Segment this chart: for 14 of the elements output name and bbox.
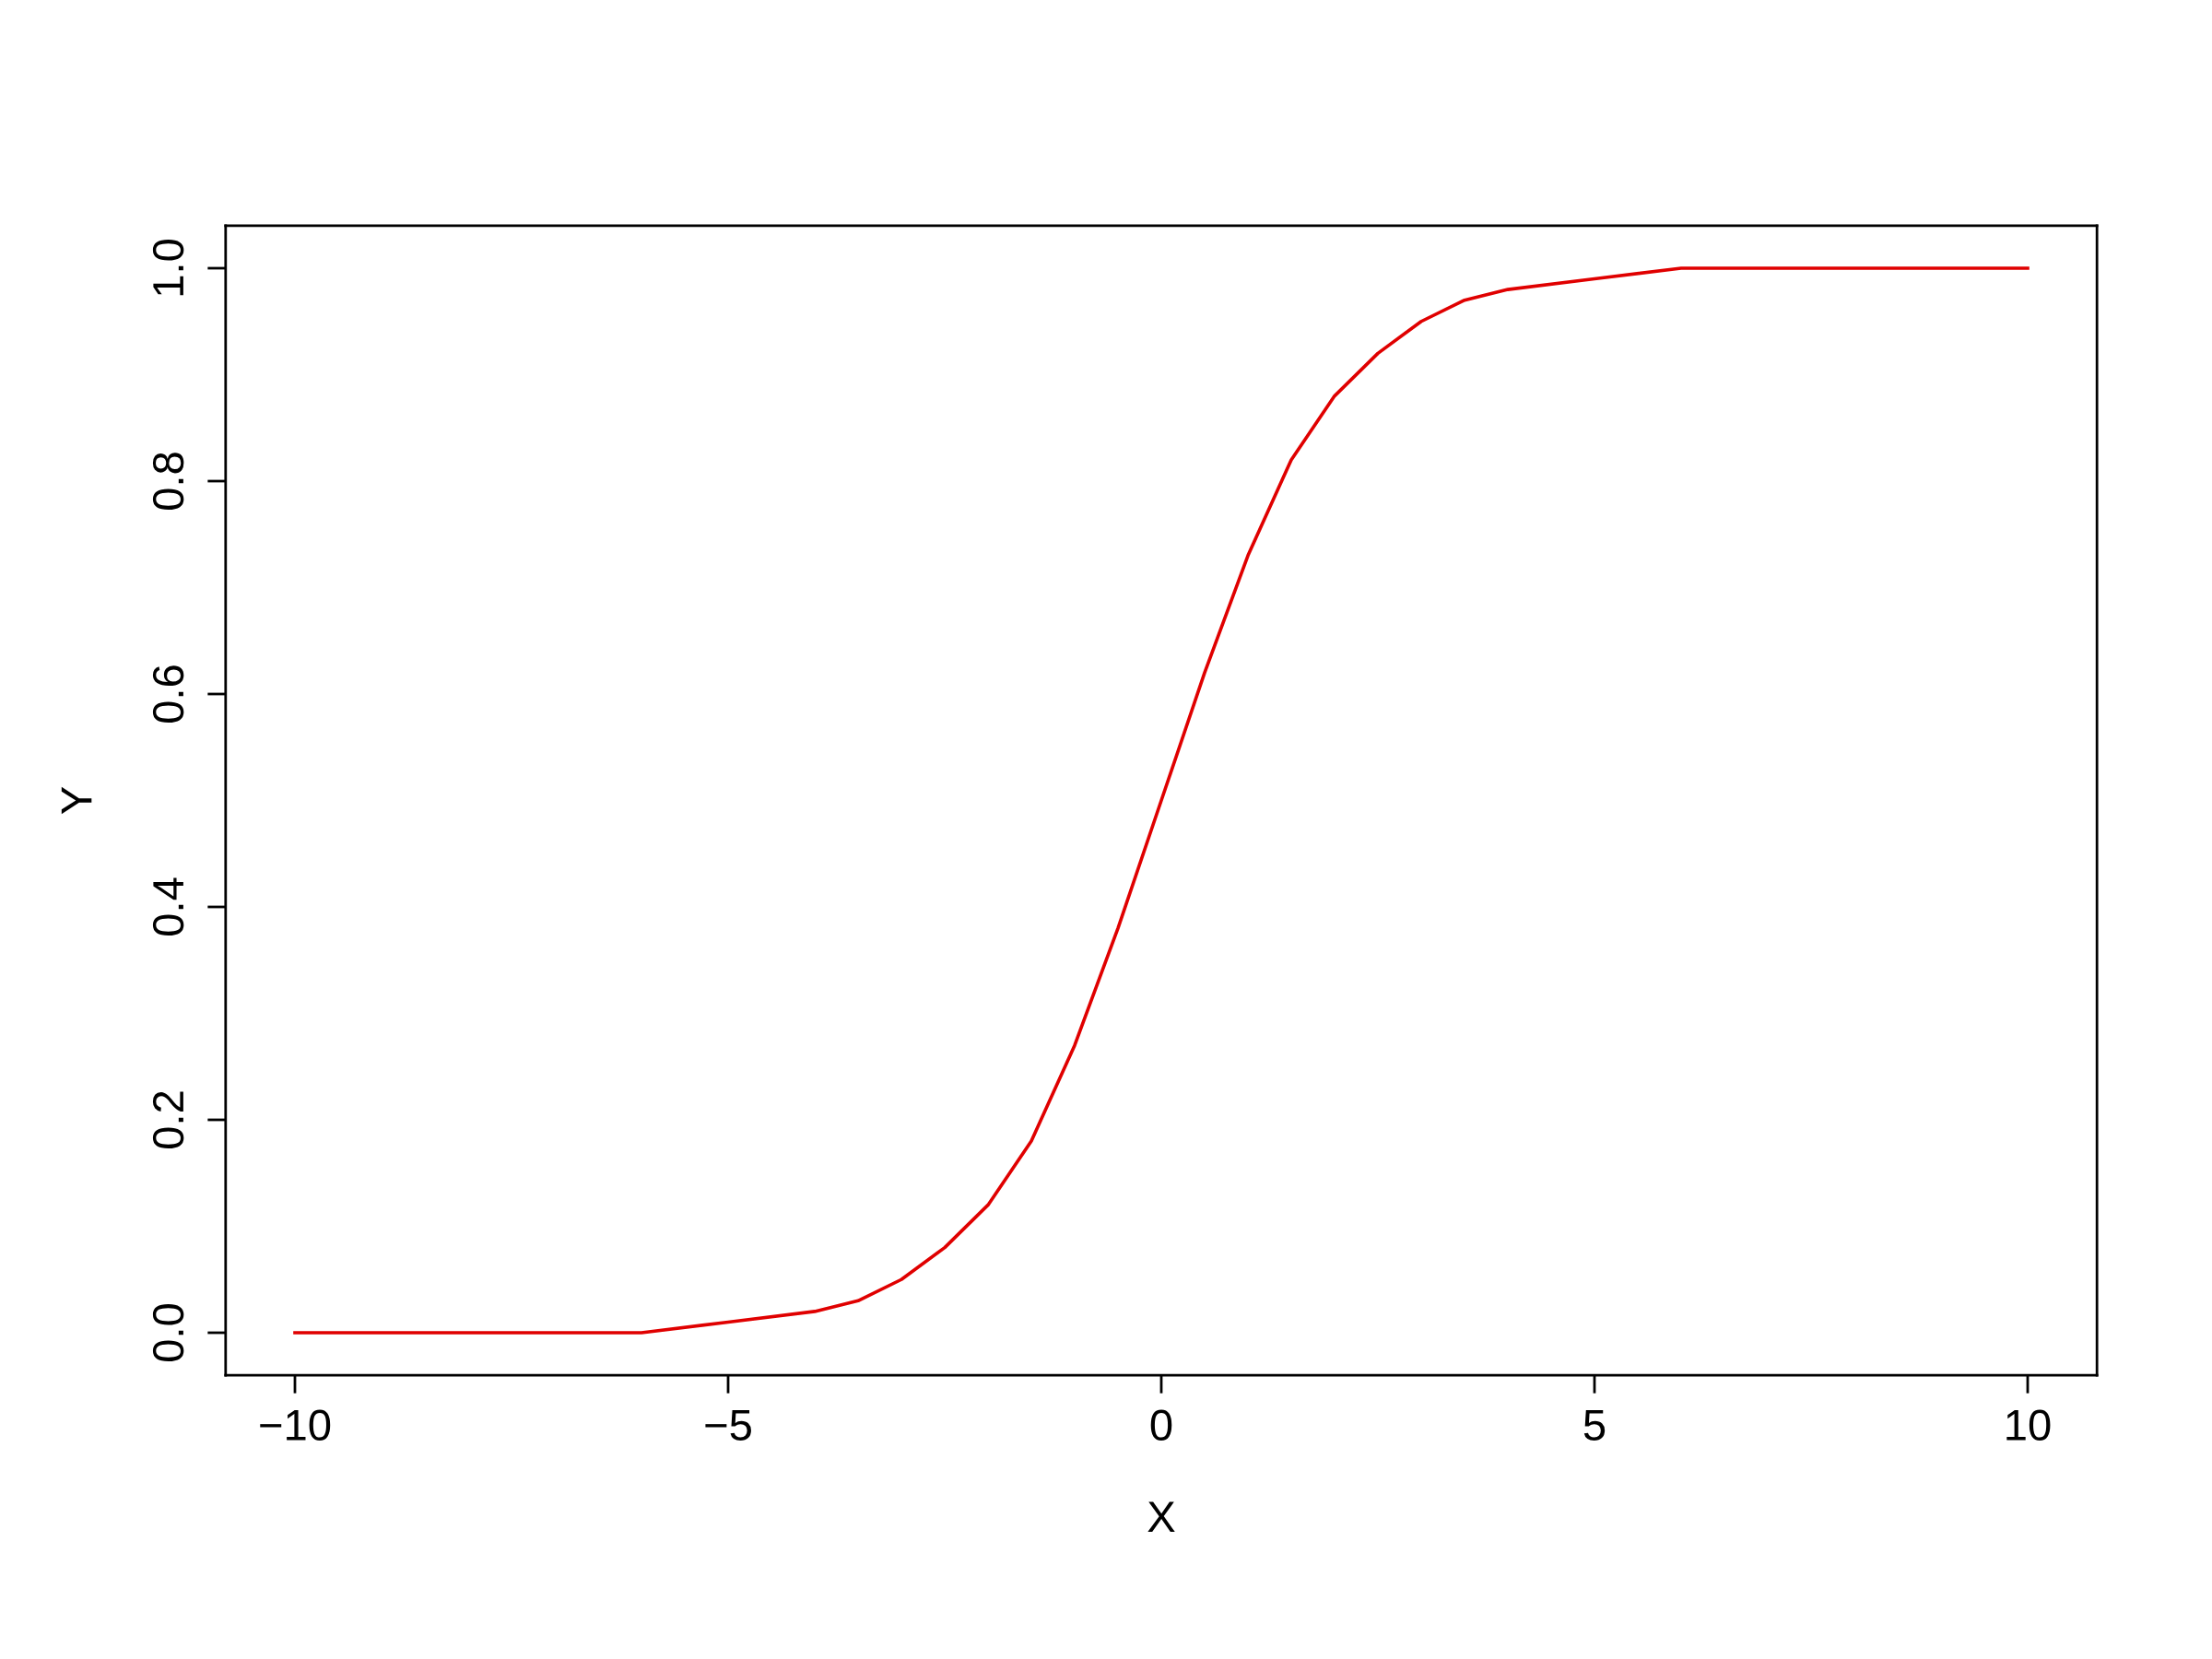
y-axis-title: Y — [61, 786, 92, 815]
y-tick-label: 0.4 — [152, 877, 184, 935]
y-tick-label: 0.8 — [152, 453, 184, 510]
x-axis-title: X — [1147, 1501, 1175, 1533]
y-tick-label: 0.6 — [152, 665, 184, 723]
line-series — [293, 266, 2030, 1335]
x-tick-label: 10 — [2006, 1409, 2051, 1441]
x-tick-label: −5 — [705, 1410, 751, 1441]
y-tick-label: 0.0 — [152, 1304, 184, 1361]
y-tick-label: 0.2 — [152, 1091, 184, 1148]
x-tick-label: 0 — [1150, 1409, 1172, 1441]
x-tick-label: 5 — [1583, 1410, 1606, 1441]
y-tick-label: 1.0 — [152, 240, 184, 296]
x-tick-label: −10 — [260, 1409, 331, 1441]
